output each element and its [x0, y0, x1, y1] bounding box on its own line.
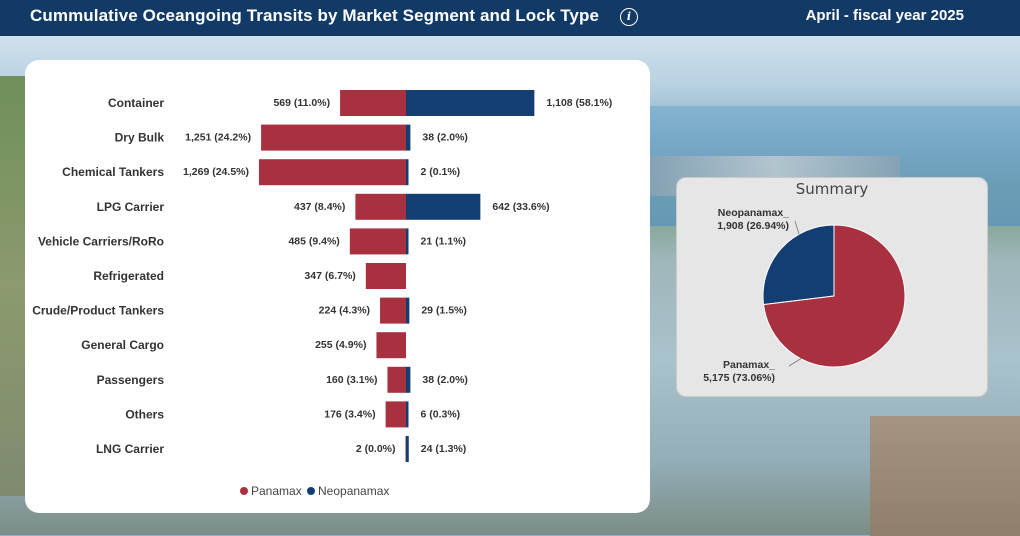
- chart-legend: Panamax Neopanamax: [240, 484, 389, 498]
- period-label: April - fiscal year 2025: [805, 7, 964, 24]
- panamax-bar[interactable]: [261, 124, 406, 151]
- info-icon[interactable]: i: [620, 8, 638, 26]
- neopanamax-bar[interactable]: [406, 193, 481, 220]
- bar-chart-card: Container 569 (11.0%) 1,108 (58.1%) Dry Bul…: [25, 60, 650, 513]
- category-label: Crude/Product Tankers: [32, 304, 164, 318]
- legend-neopanamax-marker: [307, 487, 315, 495]
- neopanamax-bar[interactable]: [406, 124, 411, 151]
- panamax-bar[interactable]: [349, 228, 406, 255]
- neopanamax-bar[interactable]: [406, 228, 409, 255]
- neopanamax-data-label: 1,108 (58.1%): [546, 97, 612, 109]
- panamax-bar[interactable]: [376, 332, 406, 359]
- legend-panamax-marker: [240, 487, 248, 495]
- legend-neopanamax-label: Neopanamax: [318, 484, 389, 498]
- neopanamax-bar[interactable]: [406, 401, 409, 428]
- panamax-data-label: 347 (6.7%): [304, 270, 355, 282]
- neopanamax-bar[interactable]: [406, 297, 410, 324]
- pie-chart: Neopanamax_1,908 (26.94%) Panamax_5,175 (…: [703, 207, 906, 384]
- category-label: General Cargo: [81, 338, 164, 352]
- bar-row: Crude/Product Tankers 224 (4.3%) 29 (1.5%): [32, 297, 467, 324]
- neopanamax-data-label: 24 (1.3%): [421, 443, 467, 455]
- neopanamax-data-label: 29 (1.5%): [421, 305, 467, 317]
- neopanamax-data-label: 38 (2.0%): [422, 374, 468, 386]
- category-label: Container: [108, 96, 164, 110]
- panamax-bar[interactable]: [380, 297, 406, 324]
- bar-row: Chemical Tankers 1,269 (24.5%) 2 (0.1%): [62, 159, 461, 186]
- pie-slice-neopanamax[interactable]: [762, 224, 835, 306]
- pie-slice-panamax[interactable]: [762, 224, 906, 368]
- pie-slice-value: 1,908 (26.94%): [717, 220, 789, 232]
- bar-row: LNG Carrier 2 (0.0%) 24 (1.3%): [96, 436, 466, 462]
- category-label: LPG Carrier: [97, 200, 165, 214]
- bar-row: General Cargo 255 (4.9%): [81, 332, 406, 359]
- panamax-data-label: 1,251 (24.2%): [185, 132, 251, 144]
- panamax-data-label: 485 (9.4%): [288, 235, 339, 247]
- panamax-data-label: 160 (3.1%): [326, 374, 377, 386]
- neopanamax-data-label: 642 (33.6%): [492, 201, 549, 213]
- neopanamax-bar[interactable]: [406, 366, 411, 393]
- neopanamax-bar[interactable]: [406, 159, 409, 186]
- panamax-bar[interactable]: [355, 193, 406, 220]
- category-label: Dry Bulk: [115, 131, 165, 145]
- legend-panamax-label: Panamax: [251, 484, 302, 498]
- panamax-bar[interactable]: [259, 159, 406, 186]
- bar-chart: Container 569 (11.0%) 1,108 (58.1%) Dry Bul…: [32, 90, 612, 498]
- panamax-data-label: 1,269 (24.5%): [183, 166, 249, 178]
- neopanamax-data-label: 38 (2.0%): [422, 132, 468, 144]
- header-bar: Cummulative Oceangoing Transits by Marke…: [0, 0, 1020, 36]
- bar-row: Container 569 (11.0%) 1,108 (58.1%): [108, 90, 612, 116]
- panamax-data-label: 224 (4.3%): [319, 305, 370, 317]
- category-label: Chemical Tankers: [62, 165, 164, 179]
- neopanamax-data-label: 6 (0.3%): [421, 408, 461, 420]
- neopanamax-data-label: 2 (0.1%): [421, 166, 461, 178]
- pie-slice-name: Neopanamax_: [718, 207, 789, 219]
- category-label: Others: [125, 407, 164, 421]
- category-label: Passengers: [97, 373, 165, 387]
- category-label: Vehicle Carriers/RoRo: [38, 234, 164, 248]
- bar-row: Passengers 160 (3.1%) 38 (2.0%): [97, 366, 468, 393]
- panamax-bar[interactable]: [365, 263, 406, 289]
- bar-row: Refrigerated 347 (6.7%): [93, 263, 406, 289]
- bar-row: Vehicle Carriers/RoRo 485 (9.4%) 21 (1.1%): [38, 228, 467, 255]
- neopanamax-bar[interactable]: [406, 436, 409, 462]
- panamax-bar[interactable]: [387, 366, 406, 393]
- background-land-right: [870, 416, 1020, 536]
- bar-row: Dry Bulk 1,251 (24.2%) 38 (2.0%): [115, 124, 468, 151]
- pie-leader-line: [788, 357, 803, 367]
- neopanamax-bar[interactable]: [406, 90, 535, 116]
- panamax-bar[interactable]: [405, 436, 407, 462]
- pie-slice-name: Panamax_: [723, 359, 775, 371]
- summary-card: Summary Neopanamax_ 1,908 (26.94%) Panamax…: [676, 177, 988, 397]
- page-title: Cummulative Oceangoing Transits by Marke…: [30, 6, 600, 25]
- panamax-data-label: 2 (0.0%): [356, 443, 396, 455]
- pie-slice-value: 5,175 (73.06%): [703, 372, 775, 384]
- panamax-bar[interactable]: [340, 90, 406, 116]
- panamax-data-label: 569 (11.0%): [273, 97, 330, 109]
- neopanamax-data-label: 21 (1.1%): [421, 235, 467, 247]
- bar-row: Others 176 (3.4%) 6 (0.3%): [125, 401, 461, 428]
- pie-leader-line: [794, 220, 800, 235]
- bar-row: LPG Carrier 437 (8.4%) 642 (33.6%): [97, 193, 550, 220]
- panamax-data-label: 437 (8.4%): [294, 201, 345, 213]
- panamax-data-label: 255 (4.9%): [315, 339, 366, 351]
- category-label: Refrigerated: [93, 269, 164, 283]
- panamax-data-label: 176 (3.4%): [324, 408, 375, 420]
- category-label: LNG Carrier: [96, 442, 164, 456]
- summary-title: Summary: [795, 180, 869, 198]
- panamax-bar[interactable]: [385, 401, 406, 428]
